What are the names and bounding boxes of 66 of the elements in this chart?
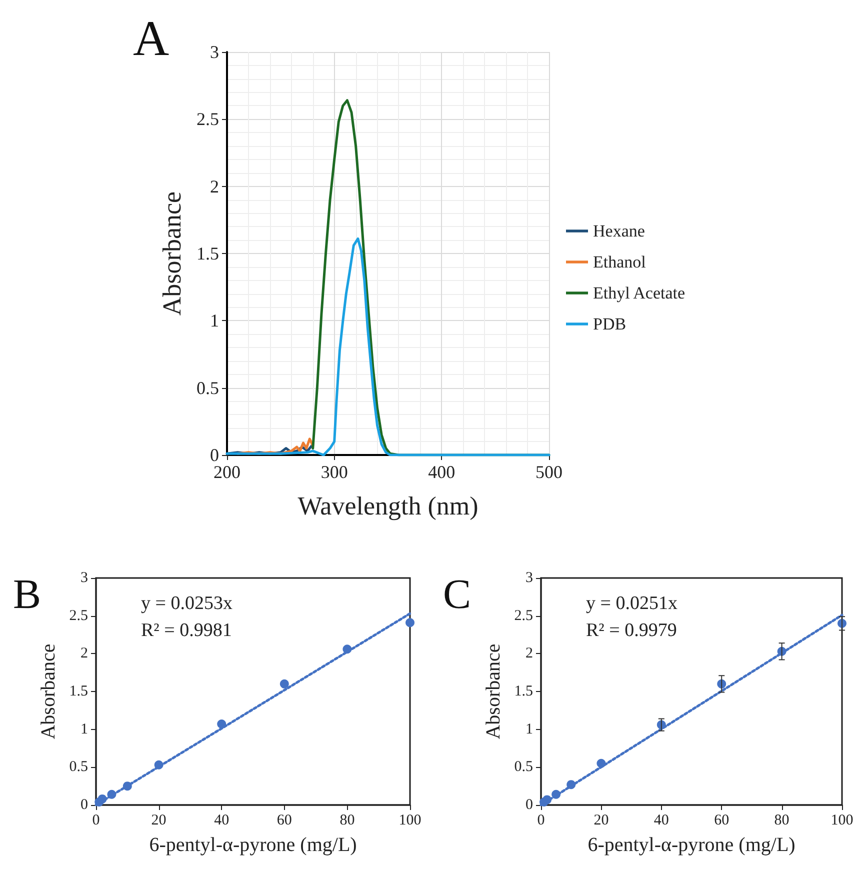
chart-title: A (133, 10, 170, 66)
x-tick-label: 20 (594, 812, 609, 828)
y-axis-title: Absorbance (482, 644, 504, 740)
point (122, 782, 132, 791)
y-tick-label: 3 (80, 570, 88, 586)
y-tick-label: 2.5 (196, 109, 219, 130)
legend-label: Ethanol (593, 252, 646, 272)
y-tick-label: 0 (80, 797, 88, 813)
annotation: y = 0.0253x (141, 593, 233, 614)
point (342, 644, 352, 654)
annotation: R² = 0.9981 (141, 620, 232, 641)
y-tick-label: 1 (80, 721, 88, 738)
y-tick-label: 0.5 (196, 378, 219, 398)
x-tick-label: 40 (654, 812, 669, 828)
y-tick-label: 2.5 (69, 608, 88, 624)
x-tick-label: 0 (537, 812, 545, 828)
point (107, 790, 116, 799)
y-tick-label: 2 (210, 176, 219, 196)
x-tick-label: 400 (428, 462, 456, 482)
y-tick-label: 2.5 (514, 608, 533, 624)
x-tick-label: 0 (92, 812, 100, 828)
y-axis-title: Absorbance (37, 644, 60, 740)
x-tick-label: 200 (214, 462, 240, 482)
legend-label: Hexane (593, 222, 645, 240)
y-tick-label: 1.5 (514, 684, 533, 700)
point (154, 760, 164, 770)
x-tick-label: 80 (774, 812, 790, 828)
chart-title: B (13, 572, 42, 618)
point (280, 679, 289, 688)
x-axis-title: Wavelength (nm) (298, 492, 478, 520)
point (552, 790, 561, 799)
y-tick-label: 0.5 (514, 759, 533, 776)
x-tick-label: 20 (151, 812, 166, 828)
y-tick-label: 2 (80, 646, 88, 662)
y-tick-label: 1 (526, 721, 533, 738)
legend-label: Ethyl Acetate (593, 284, 686, 302)
y-tick-label: 0 (526, 797, 533, 813)
x-axis-title: 6-pentyl-α-pyrone (mg/L) (149, 834, 357, 856)
y-tick-label: 0 (210, 445, 219, 465)
annotation: R² = 0.9979 (586, 620, 677, 641)
y-tick-label: 1.5 (196, 244, 219, 264)
point (406, 618, 414, 628)
point (217, 720, 226, 729)
x-tick-label: 300 (320, 462, 348, 482)
x-tick-label: 100 (398, 812, 422, 828)
x-tick-label: 100 (830, 812, 854, 828)
legend-label: PDB (593, 314, 626, 334)
x-tick-label: 40 (214, 812, 230, 828)
point (596, 758, 606, 768)
y-tick-label: 3 (526, 570, 533, 586)
x-tick-label: 60 (714, 812, 730, 828)
x-tick-label: 500 (536, 462, 562, 482)
y-tick-label: 2 (526, 646, 533, 662)
chart-title: C (443, 572, 472, 618)
point (566, 780, 576, 790)
point (98, 794, 107, 804)
x-tick-label: 60 (276, 812, 292, 828)
y-axis-title: Absorbance (158, 191, 186, 316)
y-tick-label: 3 (210, 42, 219, 62)
x-axis-title: 6-pentyl-α-pyrone (mg/L) (588, 834, 796, 856)
annotation: y = 0.0251x (586, 593, 678, 614)
point (542, 795, 552, 804)
y-tick-label: 1 (210, 310, 219, 331)
y-tick-label: 1.5 (69, 684, 88, 700)
x-tick-label: 80 (340, 812, 355, 828)
y-tick-label: 0.5 (69, 759, 88, 776)
